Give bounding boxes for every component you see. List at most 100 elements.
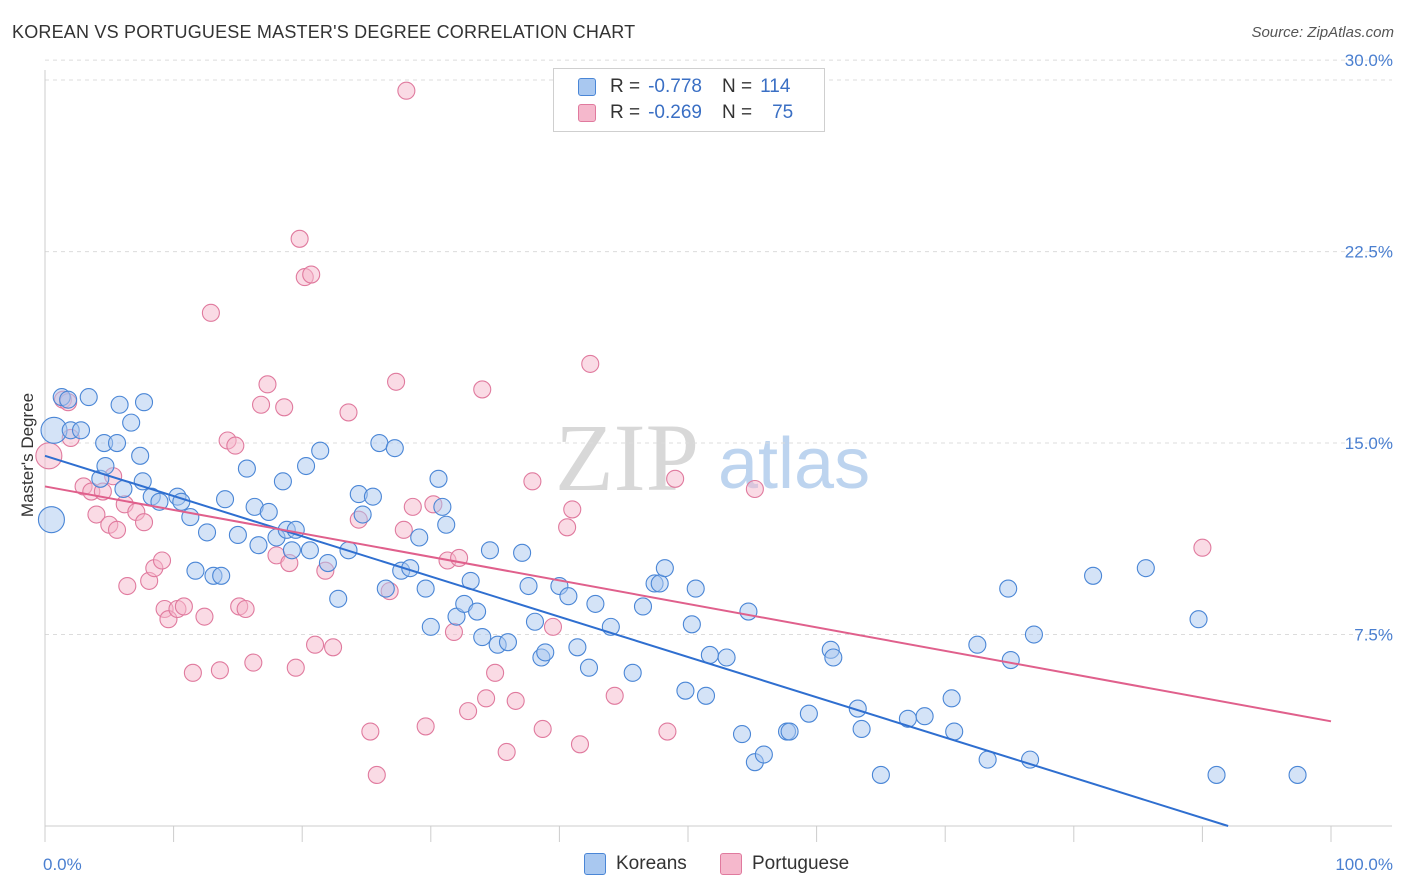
portuguese-point <box>107 520 127 539</box>
portuguese-point <box>339 403 358 422</box>
portuguese-point <box>361 722 380 741</box>
legend-n-label: N = <box>721 76 753 97</box>
koreans-point <box>1189 610 1208 629</box>
koreans-point <box>754 745 773 764</box>
koreans-point <box>122 413 141 432</box>
koreans-point <box>519 576 538 596</box>
koreans-point <box>623 663 642 682</box>
koreans-point <box>498 633 518 652</box>
koreans-point <box>249 536 268 555</box>
portuguese-point <box>118 576 137 596</box>
koreans-point <box>131 446 150 465</box>
portuguese-point <box>387 372 406 391</box>
koreans-point <box>273 472 292 491</box>
koreans-point <box>212 566 231 585</box>
portuguese-swatch <box>720 853 742 875</box>
portuguese-point <box>558 518 577 537</box>
koreans-point <box>700 645 719 664</box>
portuguese-point <box>201 303 220 322</box>
portuguese-point <box>497 742 516 762</box>
legend-n-label: N = <box>721 102 753 123</box>
portuguese-point <box>570 735 590 754</box>
koreans-point <box>780 722 799 741</box>
portuguese-label: Portuguese <box>752 853 850 874</box>
portuguese-point <box>605 686 624 705</box>
legend-row-portuguese: R = -0.269 N = 75 <box>578 101 793 125</box>
portuguese-point <box>403 497 422 516</box>
koreans-point <box>739 602 758 621</box>
legend-r-value: -0.269 <box>648 102 702 123</box>
portuguese-point <box>324 638 343 657</box>
x-tick-label: 0.0% <box>43 855 82 874</box>
koreans-point <box>433 497 452 516</box>
koreans-point <box>437 515 456 534</box>
portuguese-point <box>1193 538 1212 557</box>
portuguese-point <box>523 472 542 491</box>
koreans-swatch <box>578 78 596 96</box>
koreans-point <box>579 658 599 677</box>
koreans-point <box>376 579 395 598</box>
legend-r-value: -0.778 <box>648 76 702 97</box>
koreans-point <box>329 589 348 608</box>
portuguese-point <box>473 380 492 399</box>
koreans-point <box>824 648 843 667</box>
legend-row-koreans: R = -0.778 N = 114 <box>578 75 790 99</box>
portuguese-point <box>486 663 505 682</box>
portuguese-point <box>563 500 582 519</box>
koreans-point <box>1024 625 1043 644</box>
portuguese-point <box>581 354 600 373</box>
koreans-point <box>416 579 435 598</box>
koreans-point <box>696 686 716 705</box>
koreans-swatch <box>584 853 606 875</box>
koreans-point <box>186 561 205 580</box>
koreans-point <box>370 433 389 453</box>
portuguese-point <box>543 617 563 636</box>
portuguese-point <box>35 442 63 470</box>
koreans-point <box>110 395 129 414</box>
koreans-point <box>799 704 818 723</box>
koreans-point <box>717 648 736 667</box>
koreans-point <box>732 725 752 744</box>
koreans-point <box>655 559 674 578</box>
portuguese-point <box>397 81 416 100</box>
gridlines <box>45 59 1392 636</box>
portuguese-point <box>302 265 321 284</box>
source-credit: Source: ZipAtlas.com <box>1251 24 1394 41</box>
portuguese-point <box>666 469 685 488</box>
portuguese-point <box>745 479 764 499</box>
koreans-point <box>682 615 701 634</box>
y-tick-label: 22.5% <box>1345 243 1393 262</box>
koreans-point <box>318 553 337 573</box>
koreans-point <box>1136 559 1155 578</box>
koreans-point <box>421 617 440 636</box>
trend-lines <box>44 454 1332 827</box>
koreans-point <box>848 699 867 718</box>
koreans-point <box>536 643 555 662</box>
portuguese-point <box>367 765 386 784</box>
koreans-point <box>197 523 217 542</box>
koreans-point <box>71 421 91 440</box>
koreans-point <box>311 441 330 460</box>
portuguese-point <box>658 722 677 741</box>
y-tick-label: 30.0% <box>1345 51 1393 70</box>
y-tick-label: 7.5% <box>1354 626 1393 645</box>
koreans-points <box>37 388 1307 784</box>
legend-n-value: 114 <box>760 76 791 97</box>
koreans-point <box>942 689 961 708</box>
legend-r-label: R = <box>610 102 641 123</box>
koreans-trend-line <box>44 454 1229 827</box>
koreans-point <box>686 579 705 598</box>
portuguese-point <box>258 375 277 394</box>
y-tick-label: 15.0% <box>1345 434 1393 453</box>
koreans-point <box>429 469 448 488</box>
legend-r-label: R = <box>610 76 641 97</box>
koreans-point <box>915 707 934 726</box>
koreans-point <box>1084 566 1103 585</box>
portuguese-point <box>290 229 309 248</box>
bottom-legend-portuguese: Portuguese <box>720 852 849 876</box>
portuguese-point <box>286 658 305 677</box>
watermark-atlas: atlas <box>718 424 870 504</box>
koreans-point <box>259 502 278 522</box>
koreans-point <box>297 456 316 476</box>
portuguese-point <box>210 661 229 680</box>
